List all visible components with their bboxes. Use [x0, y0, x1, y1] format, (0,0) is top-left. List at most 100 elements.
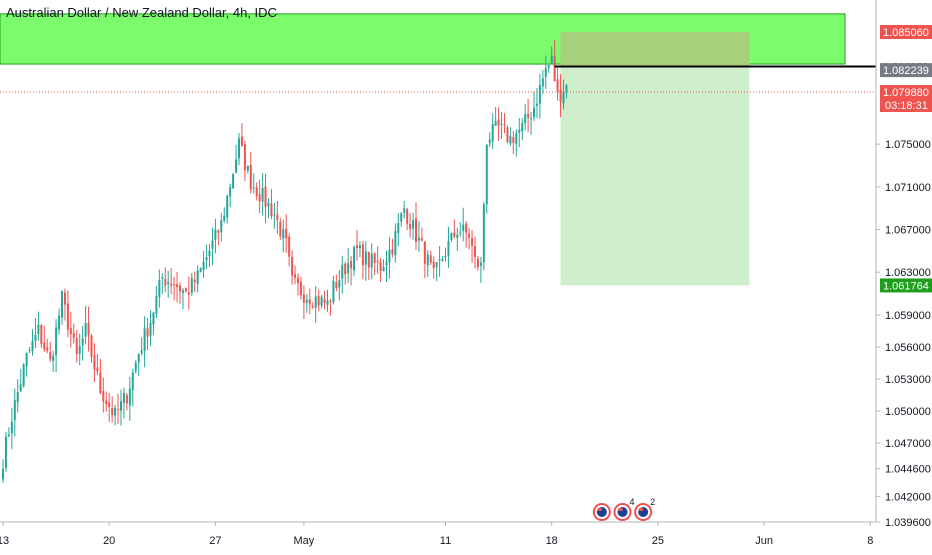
- candle-body: [235, 159, 238, 173]
- candle-body: [462, 224, 465, 231]
- candle-body: [285, 228, 288, 239]
- candle-body: [403, 208, 406, 213]
- time-tick-label: 27: [209, 535, 221, 547]
- candle-body: [323, 298, 326, 304]
- candle-body: [240, 136, 243, 147]
- candle-body: [220, 220, 223, 233]
- candle-body: [530, 118, 533, 120]
- candle-body: [497, 119, 500, 126]
- candle-body: [453, 232, 456, 237]
- candle-body: [63, 292, 66, 305]
- candle-body: [367, 252, 370, 268]
- candle-body: [229, 187, 232, 197]
- candle-body: [81, 338, 84, 346]
- candle-body: [450, 232, 453, 240]
- last-price-badge: 1.079880: [883, 87, 929, 99]
- candle-body: [96, 367, 99, 372]
- candle-body: [61, 290, 63, 318]
- time-tick-label: Jun: [755, 535, 773, 547]
- candle-body: [373, 253, 376, 263]
- candle-body: [217, 230, 220, 233]
- candle-body: [128, 388, 131, 406]
- candle-body: [105, 400, 108, 405]
- candle-body: [524, 114, 527, 124]
- candle-body: [447, 241, 450, 256]
- candle-body: [25, 352, 28, 367]
- candle-body: [553, 55, 556, 82]
- candle-body: [391, 249, 394, 255]
- candle-body: [211, 240, 214, 249]
- candle-body: [417, 237, 420, 241]
- candle-body: [214, 229, 217, 240]
- price-tick-label: 1.056000: [885, 342, 931, 354]
- candle-body: [370, 253, 373, 268]
- candle-body: [202, 261, 205, 271]
- candle-body: [161, 277, 164, 279]
- time-tick-label: 18: [546, 535, 558, 547]
- price-tick-label: 1.053000: [885, 374, 931, 386]
- candle-body: [438, 259, 441, 261]
- candle-body: [199, 268, 202, 272]
- candle-body: [488, 139, 491, 144]
- candle-body: [43, 342, 46, 350]
- candle-body: [46, 347, 49, 351]
- price-tick-label: 1.047000: [885, 438, 931, 450]
- candle-body: [90, 335, 93, 357]
- candle-body: [358, 245, 361, 249]
- candle-body: [167, 282, 170, 285]
- event-count-label: 2: [650, 497, 655, 507]
- candle-body: [279, 221, 282, 237]
- candle-body: [291, 256, 294, 276]
- candle-body: [515, 133, 518, 145]
- event-flag-mark: [639, 508, 644, 511]
- candle-body: [270, 203, 273, 217]
- candle-body: [544, 68, 547, 78]
- candle-body: [485, 144, 488, 205]
- candle-body: [538, 84, 541, 104]
- candle-body: [435, 262, 438, 267]
- candle-body: [246, 165, 249, 171]
- candle-body: [335, 282, 338, 288]
- candle-body: [412, 220, 415, 229]
- candle-body: [559, 89, 562, 102]
- candle-body: [465, 223, 468, 233]
- candles: [2, 39, 568, 483]
- candle-body: [521, 122, 524, 132]
- candle-body: [432, 261, 435, 269]
- candle-body: [441, 259, 444, 261]
- candle-body: [541, 78, 544, 87]
- candle-body: [108, 402, 111, 408]
- candle-body: [527, 113, 530, 118]
- candle-body: [176, 284, 179, 288]
- candle-body: [320, 296, 323, 306]
- candle-body: [314, 296, 317, 308]
- candle-body: [223, 215, 226, 221]
- candle-body: [261, 187, 264, 202]
- target-price-badge: 1.061764: [883, 280, 929, 292]
- candle-body: [187, 292, 190, 295]
- candle-body: [344, 263, 347, 275]
- time-tick-label: May: [294, 535, 315, 547]
- candle-body: [111, 407, 114, 415]
- current-price-badge-bg: [880, 63, 932, 78]
- candle-body: [456, 234, 459, 238]
- candle-body: [193, 279, 196, 283]
- candle-body: [52, 355, 55, 361]
- candle-body: [394, 231, 397, 256]
- candle-body: [28, 350, 31, 352]
- candle-body: [305, 299, 308, 303]
- candle-body: [471, 238, 474, 246]
- candle-body: [476, 258, 479, 268]
- candle-body: [308, 299, 311, 305]
- candle-body: [164, 279, 167, 286]
- candle-body: [140, 350, 143, 354]
- candle-body: [4, 436, 7, 468]
- candle-body: [125, 395, 128, 404]
- candle-body: [297, 277, 299, 284]
- candle-body: [252, 187, 255, 189]
- candle-body: [137, 353, 140, 363]
- candle-body: [364, 251, 367, 265]
- candle-body: [388, 249, 391, 263]
